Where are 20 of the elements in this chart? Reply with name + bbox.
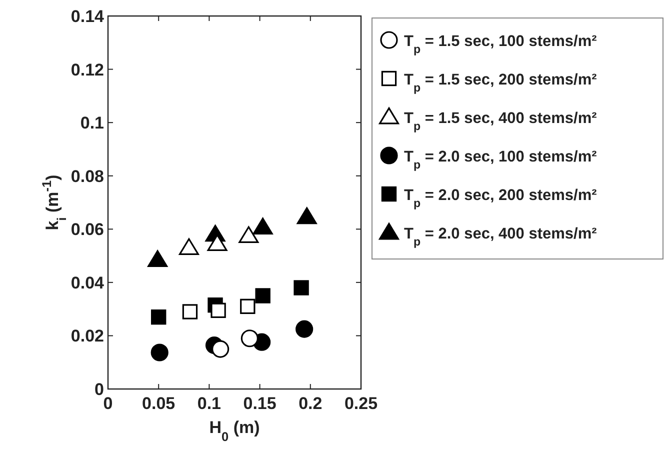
x-tick-label: 0.1 [197, 394, 222, 413]
x-tick-label: 0.15 [243, 394, 276, 413]
y-tick-label: 0.04 [70, 273, 105, 292]
legend-label: T$_{p}$ = 1.5 sec, 400 stems/m² [404, 110, 597, 132]
x-axis-title: H$_{0}$ (m) [209, 418, 260, 444]
legend-label: T$_{p}$ = 1.5 sec, 200 stems/m² [404, 72, 597, 94]
y-tick-label: 0.12 [70, 60, 104, 80]
y-tick-label: 0.06 [70, 220, 104, 240]
y-tick-label: 0 [94, 380, 104, 399]
x-tick-label: 0.25 [344, 394, 378, 413]
legend-label: T$_{p}$ = 2.0 sec, 100 stems/m² [404, 148, 597, 171]
y-tick-label: 0.14 [70, 7, 105, 26]
x-tick-label: 0.2 [298, 394, 322, 413]
legend-label: T$_{p}$ = 2.0 sec, 200 stems/m² [404, 187, 597, 210]
x-tick-label: 0.05 [142, 394, 176, 413]
y-tick-label: 0.1 [80, 114, 104, 133]
legend-label: T$_{p}$ = 1.5 sec, 100 stems/m² [404, 33, 597, 56]
y-tick-label: 0.02 [70, 326, 104, 346]
y-tick-label: 0.08 [70, 166, 104, 186]
legend-label: T$_{p}$ = 2.0 sec, 400 stems/m² [404, 226, 597, 248]
